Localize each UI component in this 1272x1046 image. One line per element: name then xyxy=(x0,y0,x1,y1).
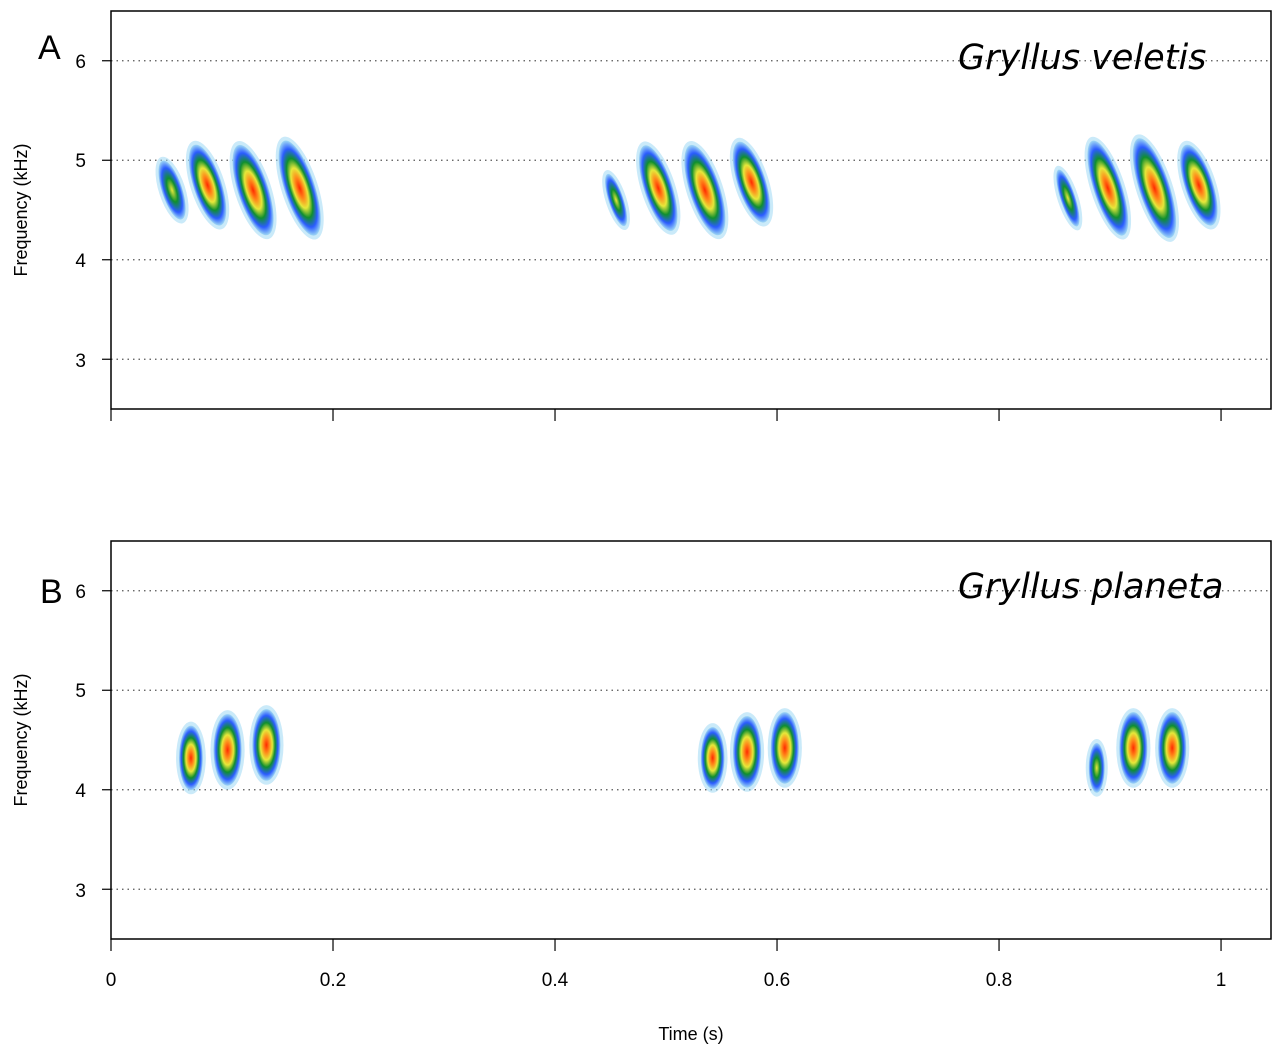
pulse-core xyxy=(1088,742,1105,793)
pulse-core xyxy=(1119,712,1148,784)
call-pulse xyxy=(1155,708,1190,788)
panel-b-frame xyxy=(110,540,1272,940)
panel-b-xtick-label: 0.8 xyxy=(986,970,1012,991)
call-pulse xyxy=(185,140,230,230)
call-pulse xyxy=(1116,708,1151,788)
pulse-core xyxy=(278,140,321,236)
call-pulse xyxy=(275,136,324,240)
pulse-core xyxy=(638,145,678,231)
pulse-core xyxy=(1158,712,1187,784)
pulse-core xyxy=(684,144,726,236)
call-pulse xyxy=(210,710,245,790)
call-pulse xyxy=(176,721,206,795)
pulse-core xyxy=(188,144,227,226)
panel-b-grid xyxy=(102,590,1271,890)
panel-a-ytick-label: 6 xyxy=(75,52,86,73)
call-pulse xyxy=(229,141,277,240)
panel-b-xtick-label: 1 xyxy=(1216,970,1227,991)
call-pulse xyxy=(1177,140,1221,230)
pulse-core xyxy=(770,712,799,784)
pulse-core xyxy=(605,173,628,227)
pulse-core xyxy=(1056,169,1080,227)
pulse-core xyxy=(158,160,186,220)
pulse-core xyxy=(213,714,242,786)
pulse-core xyxy=(1180,144,1218,226)
panel-b-letter: B xyxy=(40,573,63,611)
panel-b-pulses xyxy=(176,705,1190,797)
panel-a-species: Gryllus veletis xyxy=(958,38,1206,78)
call-pulse xyxy=(1085,738,1108,797)
x-axis-title: Time (s) xyxy=(658,1024,723,1044)
panel-b-ylabel: Frequency (kHz) xyxy=(11,673,31,806)
panel-b-x-ticks xyxy=(110,939,1222,951)
call-pulse xyxy=(697,723,728,793)
call-pulse xyxy=(681,141,729,240)
panel-b-xtick-label: 0.4 xyxy=(542,970,569,991)
panel-b-y-ticks: 3 4 5 6 xyxy=(75,582,86,902)
panel-a-ytick-label: 4 xyxy=(75,251,86,272)
panel-b-xtick-label: 0.6 xyxy=(764,970,790,991)
panel-b-x-tick-labels: 0 0.2 0.4 0.6 0.8 1 xyxy=(106,970,1227,991)
pulse-core xyxy=(700,727,725,789)
panel-a: 3 4 5 6 Frequency (kHz) A Gryllus veleti… xyxy=(11,10,1272,421)
panel-a-ylabel: Frequency (kHz) xyxy=(11,143,31,276)
panel-b-xtick-label: 0 xyxy=(106,970,117,991)
panel-a-frame xyxy=(110,10,1272,410)
panel-b-ytick-label: 6 xyxy=(75,582,86,603)
call-pulse xyxy=(767,708,802,788)
call-pulse xyxy=(729,712,765,792)
panel-a-letter: A xyxy=(38,29,61,67)
call-pulse xyxy=(602,170,630,231)
call-pulse xyxy=(1084,136,1132,240)
panel-b-ytick-label: 4 xyxy=(75,781,86,802)
pulse-core xyxy=(252,709,281,781)
call-pulse xyxy=(1129,134,1179,242)
panel-a-ytick-label: 5 xyxy=(75,151,86,172)
panel-b-ytick-label: 3 xyxy=(75,881,86,902)
panel-b: 3 4 5 6 0 0.2 0.4 0.6 0.8 1 Frequency (k… xyxy=(11,540,1272,1044)
call-pulse xyxy=(636,141,681,235)
call-pulse xyxy=(249,705,284,785)
pulse-core xyxy=(1087,140,1129,236)
panel-b-xtick-label: 0.2 xyxy=(320,970,346,991)
panel-b-species: Gryllus planeta xyxy=(958,567,1224,607)
call-pulse xyxy=(1053,165,1083,231)
panel-b-ytick-label: 5 xyxy=(75,681,86,702)
panel-a-y-ticks: 3 4 5 6 xyxy=(75,52,86,372)
panel-a-pulses xyxy=(155,134,1221,242)
panel-a-grid xyxy=(102,60,1271,360)
pulse-core xyxy=(732,141,771,223)
call-pulse xyxy=(729,137,774,227)
pulse-core xyxy=(232,144,274,236)
pulse-core xyxy=(1132,138,1177,239)
pulse-core xyxy=(732,716,762,788)
panel-a-ytick-label: 3 xyxy=(75,351,86,372)
panel-a-x-ticks xyxy=(110,409,1222,421)
pulse-core xyxy=(179,725,203,791)
call-pulse xyxy=(155,156,189,224)
